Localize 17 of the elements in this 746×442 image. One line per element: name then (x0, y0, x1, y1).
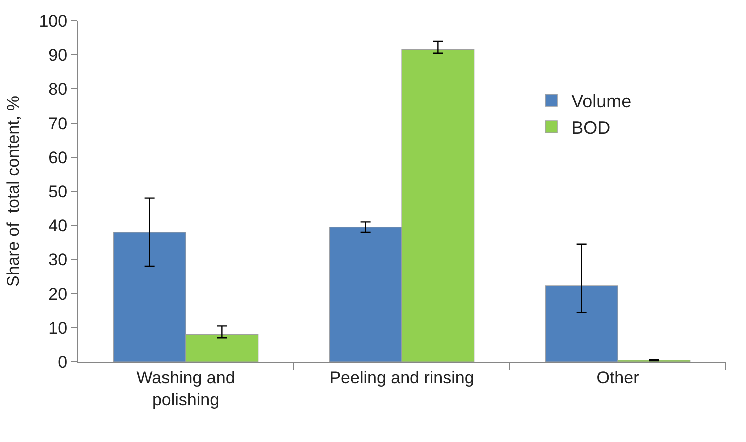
x-tick-label: Other (596, 368, 640, 388)
y-tick-label: 80 (48, 80, 68, 100)
legend-label: Volume (572, 92, 632, 112)
x-tick-label: Peeling and rinsing (330, 368, 474, 388)
y-tick-label: 40 (48, 216, 68, 236)
y-axis-title: Share of total content, % (4, 96, 23, 287)
y-tick-label: 50 (48, 182, 68, 202)
y-tick-label: 0 (58, 352, 68, 372)
y-tick-label: 60 (48, 148, 68, 168)
y-tick-label: 100 (39, 12, 68, 31)
legend-label: BOD (572, 118, 611, 138)
y-tick-label: 10 (48, 318, 68, 338)
y-tick-label: 30 (48, 250, 68, 270)
y-tick-label: 90 (48, 46, 68, 66)
y-tick-label: 20 (48, 284, 68, 304)
y-tick-label: 70 (48, 114, 68, 134)
x-tick-label: Washing and polishing (136, 368, 236, 410)
